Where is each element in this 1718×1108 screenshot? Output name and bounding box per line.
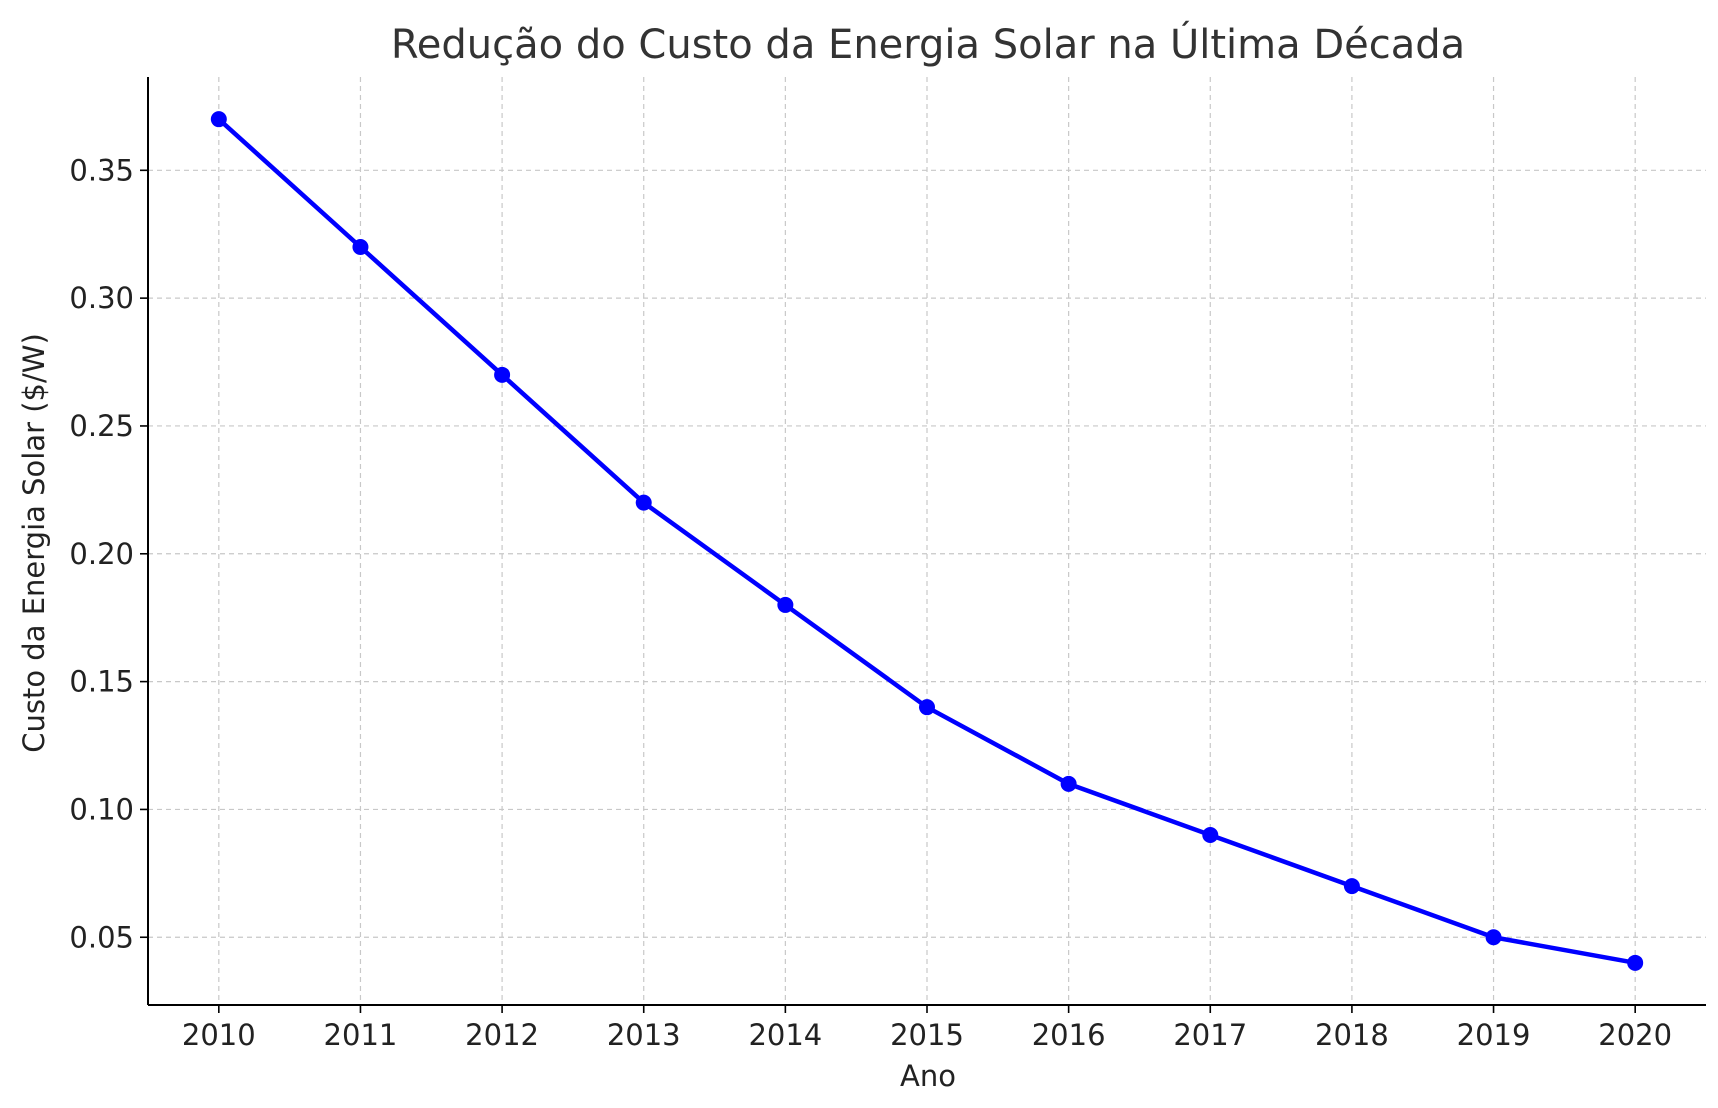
x-tick-label: 2013 <box>607 1018 681 1052</box>
y-tick-label: 0.35 <box>69 153 134 187</box>
y-tick-label: 0.10 <box>69 792 134 826</box>
x-tick-label: 2015 <box>890 1018 964 1052</box>
x-axis-title: Ano <box>900 1059 956 1093</box>
x-tick-label: 2017 <box>1173 1018 1247 1052</box>
y-tick-label: 0.25 <box>69 409 134 443</box>
x-tick-label: 2016 <box>1032 1018 1106 1052</box>
grid <box>148 77 1706 1005</box>
data-point <box>919 699 935 716</box>
x-tick-label: 2019 <box>1457 1018 1531 1052</box>
data-point <box>494 366 511 383</box>
chart-title: Redução do Custo da Energia Solar na Últ… <box>391 20 1465 68</box>
ticks: 2010 2011 2012 2013 2014 2015 2016 2017 2018 2019… <box>69 153 1672 1052</box>
x-tick-label: 2020 <box>1598 1018 1672 1052</box>
y-tick-label: 0.15 <box>69 665 134 699</box>
data-point <box>635 494 652 511</box>
data-point <box>1060 775 1077 792</box>
y-tick-label: 0.20 <box>69 537 134 571</box>
x-tick-label: 2012 <box>465 1018 539 1052</box>
data-point <box>210 111 227 128</box>
y-axis-title: Custo da Energia Solar ($/W) <box>17 333 51 753</box>
data-point <box>777 596 794 613</box>
data-point <box>1202 826 1219 843</box>
x-tick-label: 2011 <box>324 1018 398 1052</box>
x-tick-label: 2010 <box>182 1018 256 1052</box>
series <box>210 111 1644 971</box>
y-tick-label: 0.30 <box>69 281 134 315</box>
data-point <box>1485 929 1502 946</box>
data-point <box>352 239 369 256</box>
data-point <box>1627 954 1644 971</box>
y-tick-label: 0.05 <box>69 920 134 954</box>
x-tick-label: 2014 <box>748 1018 822 1052</box>
data-point <box>1343 878 1360 895</box>
x-tick-label: 2018 <box>1315 1018 1389 1052</box>
